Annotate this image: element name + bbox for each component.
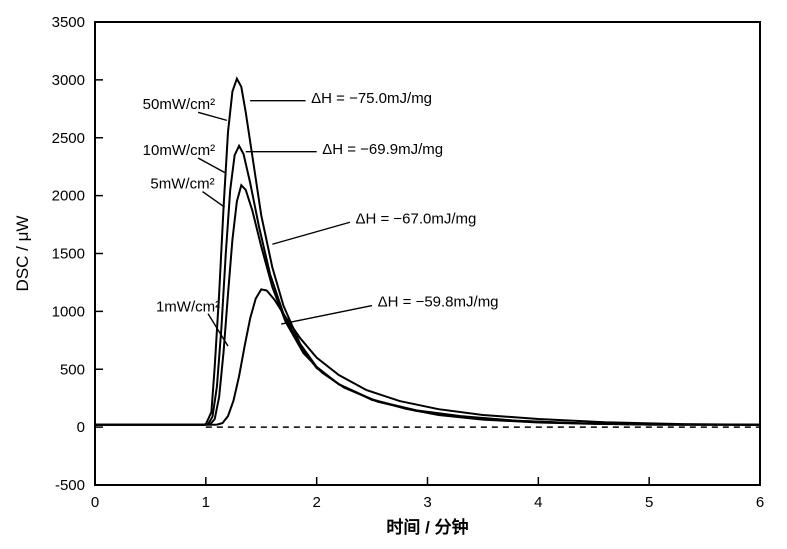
leader-line <box>198 112 227 120</box>
series-right-label: ΔH = −75.0mJ/mg <box>311 90 432 107</box>
leader-line <box>272 222 350 244</box>
series-left-label: 5mW/cm² <box>150 176 214 193</box>
series-right-label: ΔH = −69.9mJ/mg <box>322 141 443 158</box>
y-tick-label: 2000 <box>52 188 85 205</box>
x-tick-label: 4 <box>534 494 542 511</box>
y-axis-title: DSC / μW <box>13 216 32 292</box>
x-tick-label: 1 <box>202 494 210 511</box>
x-tick-label: 6 <box>756 494 764 511</box>
series-right-label: ΔH = −67.0mJ/mg <box>355 210 476 227</box>
y-tick-label: 3000 <box>52 72 85 89</box>
x-axis-title: 时间 / 分钟 <box>386 517 468 537</box>
x-tick-label: 3 <box>423 494 431 511</box>
y-tick-label: 1500 <box>52 246 85 263</box>
series-line-50mw-cm- <box>95 79 760 425</box>
leader-line <box>281 306 372 325</box>
y-tick-label: 0 <box>77 419 85 436</box>
y-tick-label: 3500 <box>52 14 85 31</box>
y-tick-label: 500 <box>60 361 85 378</box>
chart-svg: 0 1 2 3 4 5 6 -500 0 500 1000 1500 2000 2500 3000 3500 5… <box>0 0 787 549</box>
y-tick-label: 1000 <box>52 303 85 320</box>
series-right-label: ΔH = −59.8mJ/mg <box>378 294 499 311</box>
x-tick-label: 2 <box>312 494 320 511</box>
leader-line <box>203 192 225 208</box>
series-left-label: 50mW/cm² <box>143 96 216 113</box>
series-left-label: 10mW/cm² <box>143 142 216 159</box>
x-tick-label: 5 <box>645 494 653 511</box>
dsc-chart: 0 1 2 3 4 5 6 -500 0 500 1000 1500 2000 2500 3000 3500 5… <box>0 0 787 549</box>
x-tick-label: 0 <box>91 494 99 511</box>
leader-line <box>198 158 225 172</box>
series-left-label: 1mW/cm² <box>156 298 220 315</box>
y-tick-label: -500 <box>55 477 85 494</box>
y-tick-label: 2500 <box>52 130 85 147</box>
